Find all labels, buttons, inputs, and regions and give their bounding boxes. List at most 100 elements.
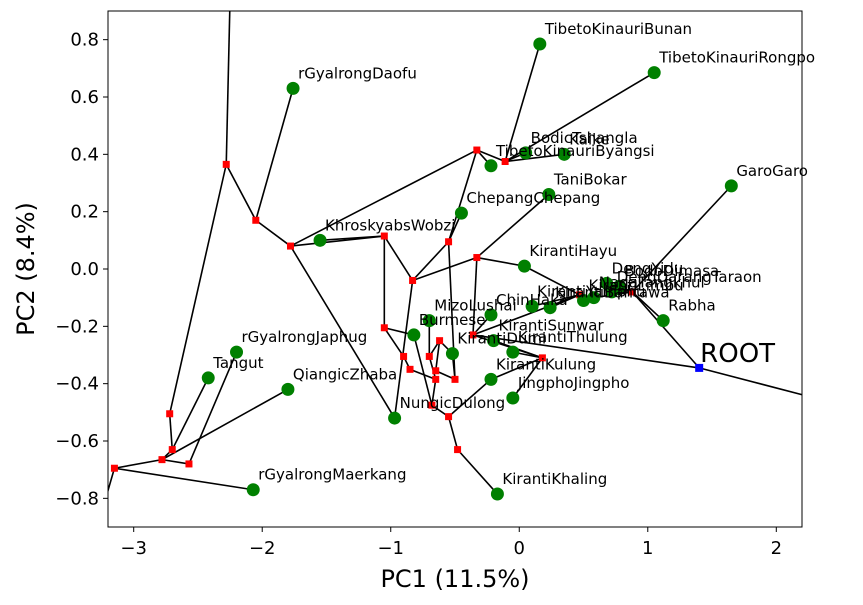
tree-edge — [114, 467, 254, 491]
tree-edge — [631, 291, 664, 322]
tree-edge — [161, 388, 289, 461]
leaf-label: KirantiThulung — [518, 328, 628, 346]
tree-edge — [383, 235, 414, 281]
leaf-label: JingphoJingpho — [517, 374, 630, 392]
tree-edge — [114, 458, 163, 470]
tree-edge — [171, 377, 209, 450]
tree-marks — [110, 37, 738, 501]
tree-edge — [412, 256, 478, 282]
tree-edge — [472, 334, 700, 369]
leaf-point — [230, 345, 244, 359]
leaf-point — [656, 314, 670, 328]
tree-edge — [448, 378, 492, 418]
x-tick-label: −1 — [377, 538, 404, 559]
tree-edge — [289, 245, 396, 419]
leaf-point — [286, 81, 300, 95]
internal-node-marker — [628, 288, 636, 296]
leaf-point — [724, 179, 738, 193]
internal-node-marker — [473, 254, 481, 262]
leaf-label: KirantiKulung — [496, 355, 596, 373]
internal-node-marker — [432, 367, 440, 375]
internal-node-marker — [222, 160, 230, 168]
leaf-point — [647, 66, 661, 80]
tree-edge — [393, 280, 414, 419]
tree-edge — [504, 43, 541, 162]
tree-edge — [512, 357, 544, 399]
tree-edge — [456, 449, 499, 495]
internal-node-marker — [425, 352, 433, 360]
leaf-label: DengYidu — [612, 259, 684, 277]
internal-node-marker — [380, 324, 388, 332]
tree-edge — [225, 163, 257, 221]
tree-edge — [431, 379, 437, 406]
internal-node-marker — [168, 446, 176, 454]
internal-node-marker — [501, 158, 509, 165]
tree-edge — [161, 458, 190, 465]
tree-edge — [505, 153, 565, 163]
y-axis-ticks: −0.8 −0.6 −0.4 −0.2 0.0 0.2 0.4 0.6 0.8 — [55, 30, 108, 509]
tree-edge — [472, 294, 580, 336]
leaf-label: Rabha — [668, 297, 716, 315]
leaf-label: GaroGaro — [736, 162, 808, 180]
leaf-label: rGyalrongJaphug — [242, 328, 368, 346]
tree-edge — [447, 416, 459, 450]
leaf-label: MizoLushai — [434, 297, 516, 315]
leaf-point — [484, 372, 498, 386]
leaf-label: ChepangChepang — [466, 189, 600, 207]
leaf-point — [246, 483, 260, 497]
y-axis-label: PC2 (8.4%) — [12, 202, 40, 336]
leaf-label: KhroskyabsWobzi — [325, 216, 455, 234]
leaf-point — [506, 391, 520, 405]
leaf-point — [506, 345, 520, 359]
leaf-point — [388, 411, 402, 425]
leaf-label: Burmese — [419, 311, 486, 329]
y-tick-label: 0.6 — [70, 87, 99, 108]
tree-edge — [168, 413, 174, 450]
tree-edge — [188, 351, 238, 465]
leaf-point — [543, 301, 557, 315]
tree-edge — [531, 294, 580, 308]
internal-node-marker — [286, 242, 294, 250]
tree-edge — [290, 149, 478, 247]
y-tick-label: −0.6 — [55, 431, 99, 452]
internal-node-marker — [473, 146, 481, 154]
internal-node-marker — [436, 337, 444, 345]
leaf-point — [484, 308, 498, 322]
internal-node-marker — [469, 331, 477, 339]
tree-edge — [476, 256, 525, 267]
leaf-label: TibetoKinauriByangsi — [495, 142, 655, 160]
tree-edge — [434, 340, 441, 371]
leaf-label: rGyalrongDaofu — [298, 64, 417, 82]
leaf-labels: TibetoKinauriBunan TibetoKinauriRongpo rGy… — [212, 20, 815, 488]
internal-node-marker — [166, 410, 174, 418]
internal-node-marker — [110, 464, 118, 472]
internal-node-marker — [252, 216, 260, 224]
internal-node-marker — [158, 456, 166, 464]
y-tick-label: 0.4 — [70, 144, 99, 165]
leaf-point — [454, 206, 468, 220]
leaf-point — [542, 187, 556, 201]
x-tick-label: 1 — [642, 538, 653, 559]
tree-edge — [698, 367, 802, 396]
leaf-point — [533, 37, 547, 51]
tree-edge — [447, 149, 478, 243]
leaf-point — [484, 159, 498, 173]
leaf-label: KirantiBantawa — [555, 284, 669, 302]
y-tick-label: 0.0 — [70, 259, 99, 280]
internal-node-marker — [380, 232, 388, 240]
leaf-point — [519, 146, 533, 160]
leaf-label: QiangicZhaba — [293, 365, 397, 383]
internal-node-marker — [445, 413, 453, 421]
leaf-label: NagaTangkhul — [599, 274, 705, 292]
root-label: ROOT — [700, 339, 775, 369]
internal-node-marker — [185, 460, 193, 468]
tree-edge — [255, 219, 291, 247]
tree-edge — [168, 164, 228, 414]
leaf-point — [605, 285, 619, 299]
leaf-label: KirantiLimbu — [589, 277, 684, 295]
internal-node-marker — [406, 365, 414, 373]
internal-node-marker — [454, 446, 462, 454]
leaf-label: TaniBokar — [553, 170, 628, 188]
leaf-label: KirantiDumi — [457, 330, 546, 348]
